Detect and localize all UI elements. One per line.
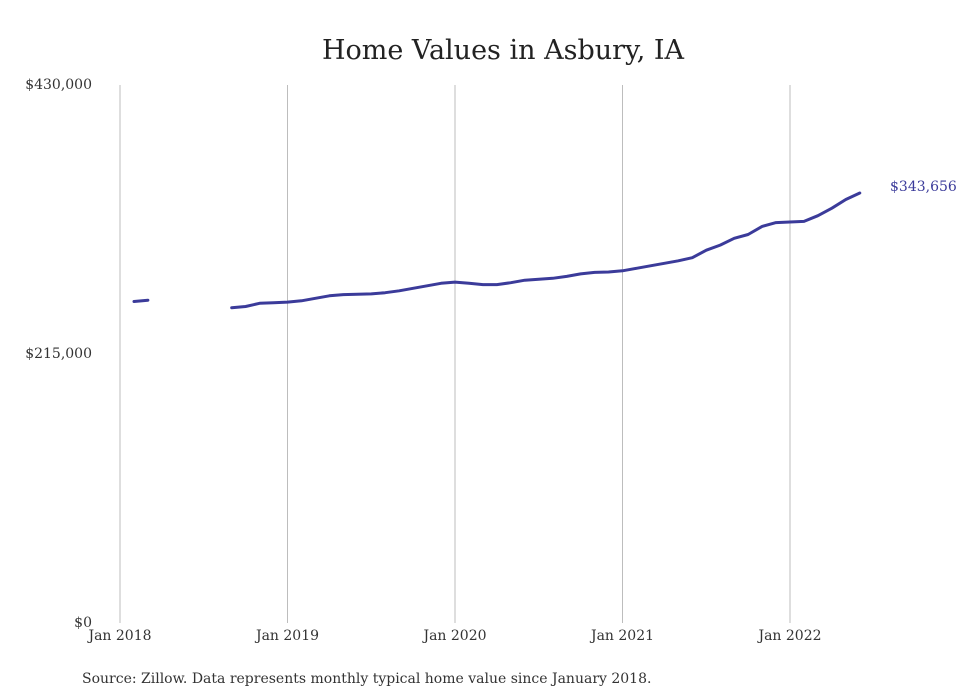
series-line-segment — [132, 298, 150, 303]
y-tick-label: $0 — [74, 615, 92, 631]
y-tick-label: $430,000 — [25, 77, 92, 93]
x-tick-label: Jan 2019 — [254, 628, 319, 644]
x-tick-label: Jan 2021 — [589, 628, 654, 644]
x-axis-ticks: Jan 2018 Jan 2019 Jan 2020 Jan 2021 Jan 2022 — [86, 628, 821, 644]
gridlines — [119, 85, 791, 623]
series-home-value — [132, 191, 862, 310]
x-tick-label: Jan 2022 — [756, 628, 821, 644]
x-tick-label: Jan 2018 — [86, 628, 151, 644]
y-axis-ticks: $0 $215,000 $430,000 — [25, 77, 92, 631]
chart-title: Home Values in Asbury, IA — [322, 35, 685, 66]
x-tick-label: Jan 2020 — [421, 628, 486, 644]
end-value-label: $343,656 — [890, 179, 957, 195]
y-tick-label: $215,000 — [25, 346, 92, 362]
source-note: Source: Zillow. Data represents monthly … — [82, 671, 651, 687]
series-line-segment — [230, 191, 862, 310]
